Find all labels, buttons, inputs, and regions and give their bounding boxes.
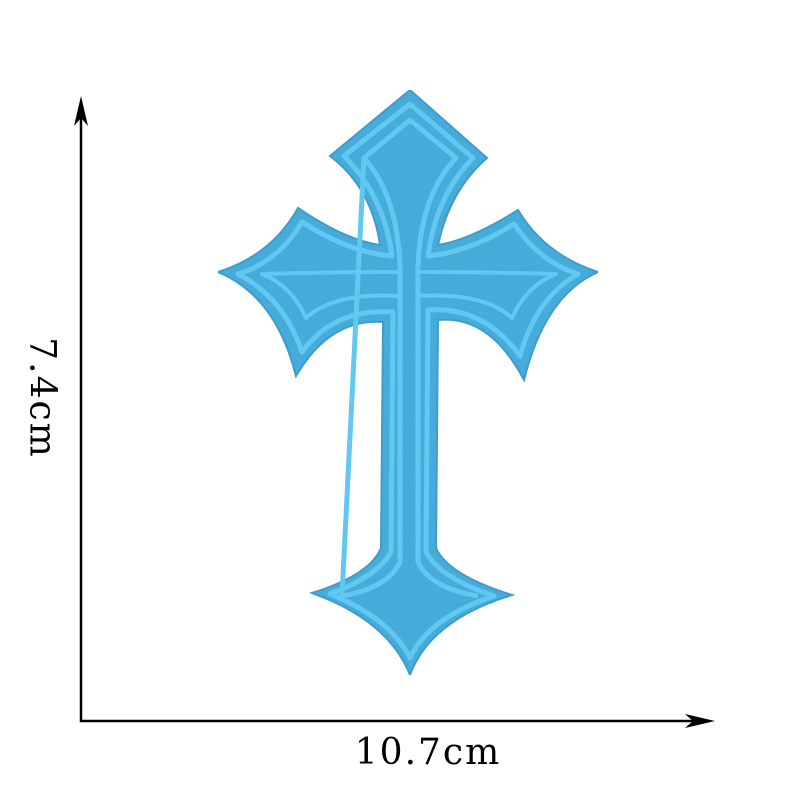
width-label: 10.7cm [354,732,502,773]
cross-inner-stitch [339,117,479,599]
cross-stitch-border [235,101,581,661]
cross-arm-stitch [260,270,558,320]
height-label: 7.4cm [21,337,63,459]
cross-patch [215,88,601,678]
height-arrow [74,96,88,722]
width-arrow [80,714,715,728]
arrow-right-icon [685,714,715,728]
arrow-up-icon [74,96,88,126]
cross-outline [215,88,601,678]
